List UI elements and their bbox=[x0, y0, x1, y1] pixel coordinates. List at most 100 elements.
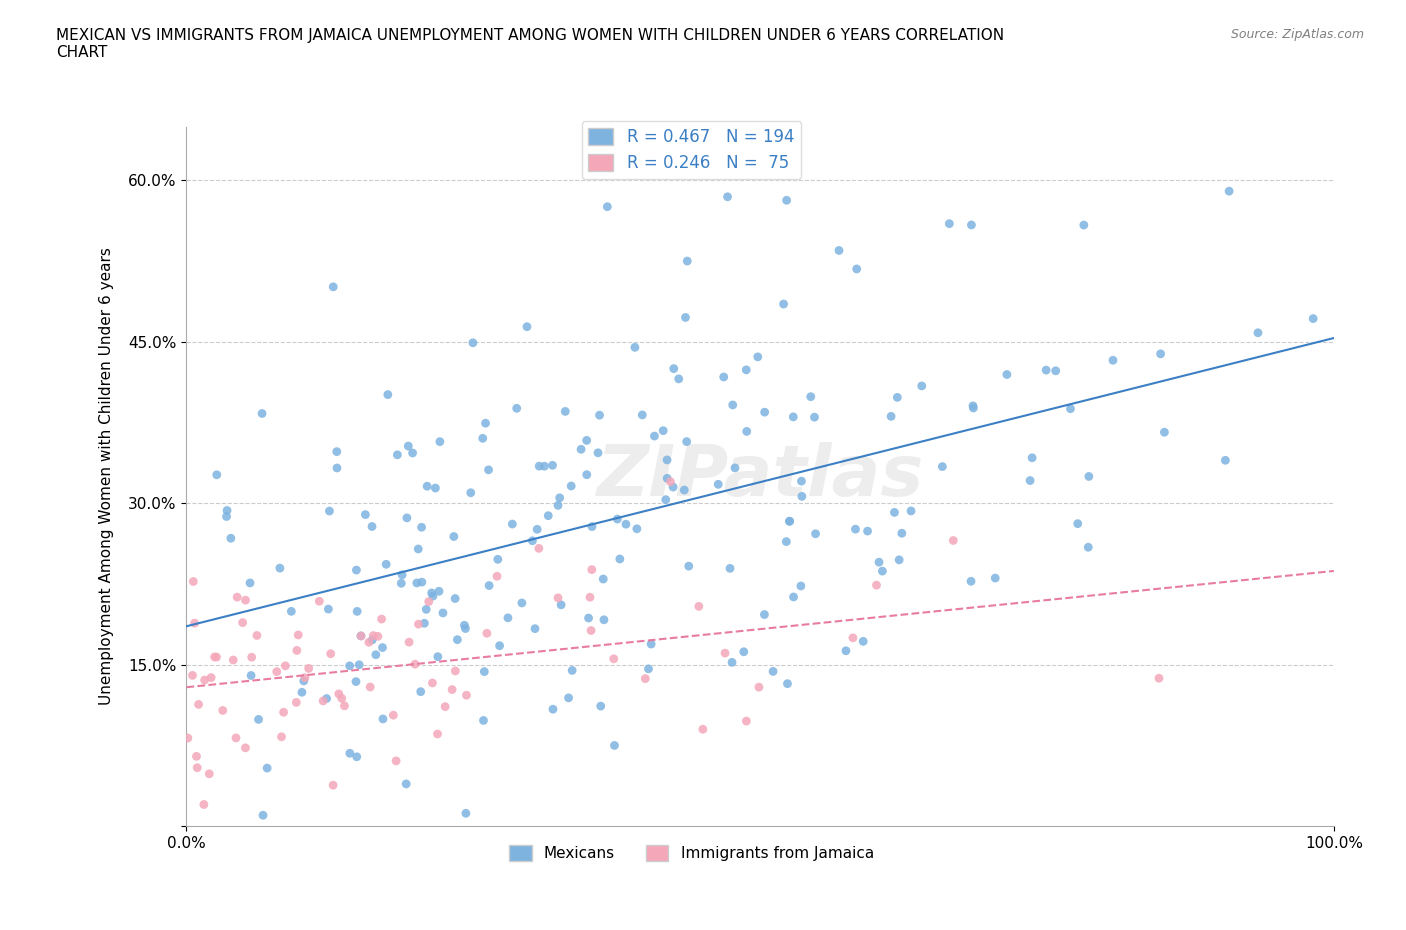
Point bbox=[391, 567, 413, 582]
Point bbox=[844, 522, 866, 537]
Point bbox=[547, 591, 569, 605]
Point bbox=[640, 637, 662, 652]
Point bbox=[312, 694, 335, 709]
Point bbox=[318, 504, 340, 519]
Point bbox=[418, 594, 440, 609]
Point bbox=[359, 680, 381, 695]
Point bbox=[346, 750, 368, 764]
Point bbox=[673, 483, 696, 498]
Point bbox=[291, 684, 314, 699]
Point bbox=[569, 442, 592, 457]
Point bbox=[1149, 346, 1171, 361]
Point bbox=[434, 699, 457, 714]
Point bbox=[292, 673, 315, 688]
Point bbox=[219, 531, 242, 546]
Point bbox=[790, 578, 813, 593]
Point bbox=[1147, 671, 1170, 685]
Point bbox=[426, 649, 449, 664]
Point bbox=[938, 216, 960, 231]
Point bbox=[477, 462, 499, 477]
Point bbox=[186, 760, 208, 775]
Point bbox=[181, 574, 204, 589]
Point bbox=[396, 439, 419, 454]
Point bbox=[411, 520, 433, 535]
Point bbox=[328, 686, 350, 701]
Point bbox=[516, 319, 538, 334]
Point bbox=[413, 616, 436, 631]
Point bbox=[675, 310, 697, 325]
Point bbox=[270, 729, 292, 744]
Point bbox=[662, 361, 685, 376]
Point bbox=[776, 676, 799, 691]
Point bbox=[318, 602, 340, 617]
Point bbox=[845, 261, 868, 276]
Point bbox=[581, 519, 603, 534]
Point bbox=[361, 632, 384, 647]
Point bbox=[274, 658, 297, 673]
Point bbox=[443, 529, 465, 544]
Point bbox=[446, 632, 468, 647]
Point bbox=[472, 713, 495, 728]
Point bbox=[1102, 352, 1125, 367]
Point bbox=[614, 517, 637, 532]
Point bbox=[575, 467, 598, 482]
Point bbox=[1019, 473, 1042, 488]
Point bbox=[1247, 326, 1270, 340]
Point bbox=[782, 590, 804, 604]
Point bbox=[401, 445, 423, 460]
Point bbox=[526, 522, 548, 537]
Point bbox=[880, 409, 903, 424]
Point bbox=[453, 618, 475, 632]
Point bbox=[193, 797, 215, 812]
Point bbox=[339, 746, 361, 761]
Point bbox=[655, 453, 678, 468]
Point bbox=[790, 473, 813, 488]
Point bbox=[285, 643, 308, 658]
Point bbox=[575, 433, 598, 448]
Point bbox=[1035, 363, 1057, 378]
Point bbox=[322, 279, 344, 294]
Point bbox=[668, 371, 690, 386]
Point bbox=[315, 691, 337, 706]
Point bbox=[931, 459, 953, 474]
Point bbox=[444, 591, 467, 606]
Point bbox=[606, 512, 628, 526]
Point bbox=[735, 713, 758, 728]
Point bbox=[589, 698, 612, 713]
Point bbox=[472, 664, 495, 679]
Point bbox=[330, 691, 353, 706]
Point bbox=[541, 458, 564, 472]
Point bbox=[389, 576, 412, 591]
Point bbox=[361, 519, 384, 534]
Point bbox=[872, 564, 894, 578]
Point bbox=[256, 761, 278, 776]
Point bbox=[554, 404, 576, 418]
Point bbox=[269, 561, 291, 576]
Point bbox=[350, 629, 373, 644]
Point bbox=[454, 806, 477, 821]
Point bbox=[716, 190, 738, 205]
Point bbox=[285, 695, 308, 710]
Point bbox=[405, 576, 427, 591]
Point bbox=[426, 726, 449, 741]
Point bbox=[298, 661, 321, 676]
Point bbox=[775, 193, 797, 207]
Point bbox=[432, 605, 454, 620]
Point bbox=[395, 511, 418, 525]
Point bbox=[561, 663, 583, 678]
Point bbox=[354, 507, 377, 522]
Point bbox=[631, 407, 654, 422]
Point bbox=[960, 574, 983, 589]
Point bbox=[1302, 312, 1324, 326]
Point bbox=[707, 477, 730, 492]
Point bbox=[579, 590, 602, 604]
Point bbox=[603, 651, 626, 666]
Point bbox=[995, 367, 1018, 382]
Point bbox=[942, 533, 965, 548]
Point bbox=[395, 777, 418, 791]
Point bbox=[461, 336, 484, 351]
Point bbox=[471, 431, 494, 445]
Point bbox=[1218, 184, 1240, 199]
Point bbox=[411, 575, 433, 590]
Point bbox=[344, 563, 367, 578]
